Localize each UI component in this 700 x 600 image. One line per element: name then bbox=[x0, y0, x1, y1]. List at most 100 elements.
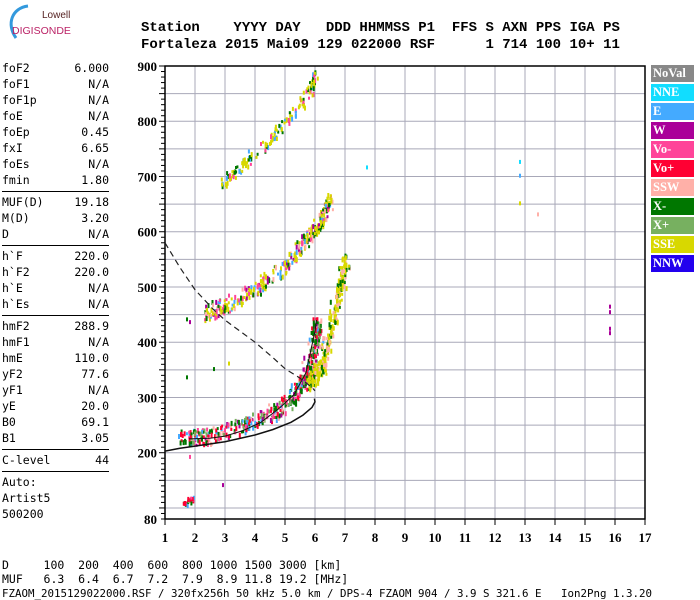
param-value: 1.80 bbox=[81, 173, 109, 187]
echo-point bbox=[322, 338, 325, 344]
echo-point bbox=[314, 346, 317, 350]
echo-point bbox=[277, 130, 280, 134]
echo-point bbox=[322, 220, 325, 226]
echo-point bbox=[246, 416, 249, 421]
echo-point bbox=[257, 290, 260, 296]
echo-point bbox=[313, 367, 316, 373]
echo-point bbox=[327, 352, 330, 356]
echo-point bbox=[260, 413, 263, 418]
echo-point bbox=[282, 398, 285, 403]
echo-point bbox=[335, 314, 337, 317]
echo-point bbox=[320, 213, 323, 218]
echo-point bbox=[305, 89, 308, 94]
echo-point bbox=[289, 400, 292, 406]
echo-point bbox=[313, 83, 316, 87]
echo-point bbox=[205, 432, 208, 438]
echo-point bbox=[214, 434, 217, 440]
echo-point bbox=[328, 336, 331, 342]
echo-point bbox=[204, 312, 207, 316]
x-tick-label: 16 bbox=[609, 530, 623, 545]
echo-point bbox=[275, 137, 278, 141]
echo-point bbox=[188, 432, 191, 438]
echo-point bbox=[255, 155, 258, 159]
echo-point bbox=[306, 371, 309, 376]
echo-point bbox=[287, 259, 290, 263]
echo-point bbox=[289, 112, 292, 118]
echo-point bbox=[275, 128, 278, 132]
echo-point bbox=[288, 117, 291, 122]
param-fof1: foF1 N/A bbox=[2, 76, 109, 92]
logo-arc bbox=[9, 4, 29, 39]
echo-point bbox=[226, 180, 229, 186]
echo-point bbox=[316, 317, 319, 322]
echo-point bbox=[319, 321, 322, 325]
param-label: foF1p bbox=[2, 93, 37, 107]
echo-point bbox=[320, 361, 323, 367]
logo-digisonde: DIGISONDE bbox=[12, 25, 71, 37]
x-tick-label: 4 bbox=[252, 530, 259, 545]
echo-point bbox=[260, 410, 263, 415]
echo-point bbox=[308, 365, 311, 369]
echo-point bbox=[326, 203, 329, 207]
echo-point bbox=[329, 309, 332, 315]
echo-point bbox=[322, 369, 325, 375]
echo-point bbox=[292, 257, 295, 261]
echo-point bbox=[230, 297, 233, 301]
echo-point bbox=[326, 342, 329, 346]
param-value: 19.18 bbox=[74, 195, 109, 209]
echo-point bbox=[309, 385, 312, 391]
echo-point bbox=[281, 261, 284, 266]
echo-point bbox=[231, 170, 234, 174]
echo-point bbox=[249, 162, 252, 166]
echo-point bbox=[278, 403, 281, 408]
echo-point bbox=[308, 245, 311, 249]
x-tick-label: 7 bbox=[342, 530, 349, 545]
echo-point bbox=[309, 367, 311, 371]
x-tick-label: 12 bbox=[489, 530, 502, 545]
echo-point bbox=[308, 385, 311, 390]
echo-point bbox=[330, 198, 333, 204]
echo-point bbox=[273, 137, 276, 142]
echo-point bbox=[248, 424, 251, 427]
echo-point bbox=[317, 352, 319, 356]
echo-point bbox=[221, 184, 224, 190]
echo-point bbox=[343, 284, 346, 290]
echo-point bbox=[240, 171, 243, 175]
echo-point bbox=[217, 314, 220, 319]
separator bbox=[2, 449, 109, 450]
echo-point bbox=[290, 255, 293, 259]
echo-point bbox=[317, 380, 320, 386]
echo-point bbox=[317, 344, 320, 349]
echo-point bbox=[339, 299, 342, 305]
param-value: 3.05 bbox=[81, 431, 109, 445]
echo-point bbox=[336, 302, 338, 308]
param-value: N/A bbox=[88, 383, 109, 397]
echo-point bbox=[294, 110, 297, 114]
echo-point bbox=[312, 331, 315, 336]
param-label: foEs bbox=[2, 157, 30, 171]
echo-point bbox=[294, 113, 297, 119]
echo-point bbox=[178, 434, 180, 439]
echo-point bbox=[315, 354, 317, 359]
legend-vo-: Vo- bbox=[651, 141, 694, 158]
echo-point bbox=[298, 397, 301, 401]
echo-point bbox=[311, 377, 314, 382]
echo-point bbox=[318, 371, 321, 377]
param-label: C-level bbox=[2, 453, 51, 467]
echo-point bbox=[319, 344, 322, 350]
legend-w: W bbox=[651, 122, 694, 139]
echo-point bbox=[221, 182, 223, 187]
echo-point bbox=[217, 301, 220, 305]
echo-point bbox=[222, 304, 225, 310]
echo-point bbox=[236, 419, 239, 424]
echo-point bbox=[272, 277, 275, 283]
echo-point bbox=[330, 328, 333, 334]
echo-point bbox=[301, 234, 304, 240]
echo-point bbox=[284, 401, 287, 407]
echo-point bbox=[205, 316, 208, 321]
param-foe: foE N/A bbox=[2, 108, 109, 124]
echo-point bbox=[329, 325, 332, 330]
echo-point bbox=[330, 348, 333, 354]
echo-point bbox=[238, 299, 241, 305]
echo-point bbox=[311, 337, 314, 342]
